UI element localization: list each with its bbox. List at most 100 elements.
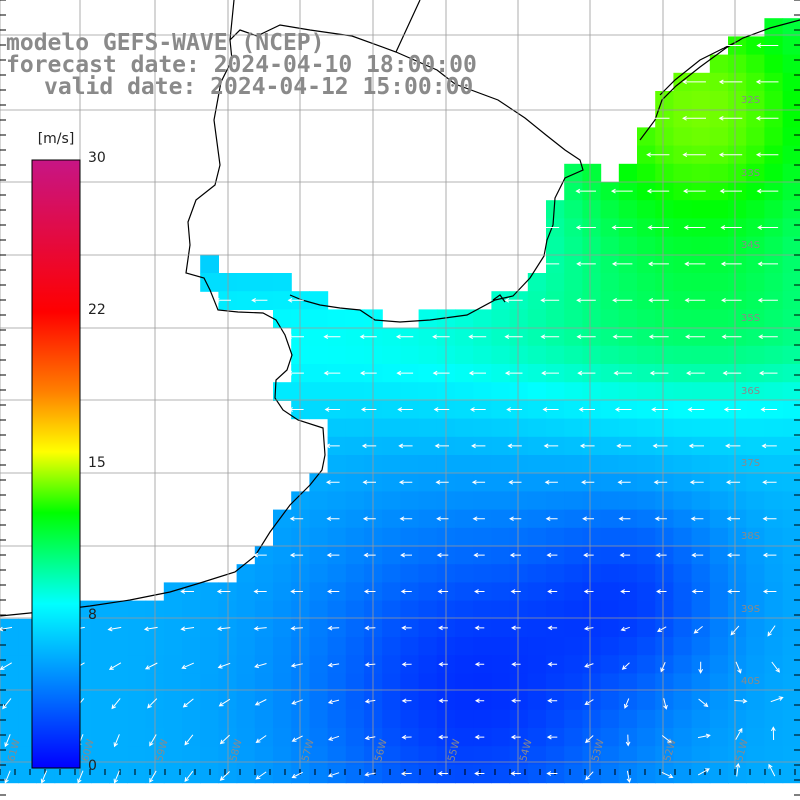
wind-cell bbox=[600, 746, 620, 765]
wind-cell bbox=[418, 600, 438, 620]
wind-cell bbox=[182, 746, 201, 765]
wind-cell bbox=[673, 746, 693, 765]
wind-cell bbox=[764, 200, 784, 219]
wind-arrow bbox=[758, 334, 778, 340]
wind-cell bbox=[582, 564, 602, 583]
wind-arrow bbox=[647, 225, 669, 230]
wind-arrow bbox=[182, 698, 194, 708]
wind-cell bbox=[455, 491, 474, 511]
wind-cell bbox=[673, 764, 693, 784]
wind-cell bbox=[527, 764, 547, 784]
wind-cell bbox=[91, 673, 110, 693]
wind-cell bbox=[527, 564, 547, 583]
wind-arrow bbox=[757, 225, 779, 230]
wind-cell bbox=[418, 400, 438, 420]
wind-cell bbox=[527, 637, 547, 656]
wind-cell bbox=[673, 236, 693, 256]
wind-cell bbox=[637, 364, 656, 383]
wind-arrow bbox=[287, 334, 304, 340]
wind-cell bbox=[709, 382, 729, 401]
wind-arrow bbox=[720, 225, 742, 230]
wind-cell bbox=[618, 418, 638, 438]
wind-cell bbox=[782, 546, 800, 565]
wind-cell bbox=[163, 728, 183, 747]
wind-cell bbox=[382, 728, 401, 747]
wind-cell bbox=[564, 254, 583, 274]
wind-cell bbox=[273, 527, 292, 547]
wind-arrow bbox=[325, 479, 340, 485]
wind-cell bbox=[382, 637, 401, 656]
wind-arrow bbox=[625, 734, 631, 747]
wind-cell bbox=[291, 673, 310, 693]
wind-cell bbox=[546, 709, 565, 729]
wind-cell bbox=[546, 236, 565, 256]
wind-cell bbox=[709, 746, 729, 765]
wind-cell bbox=[473, 600, 492, 620]
wind-cell bbox=[655, 564, 674, 583]
wind-arrow bbox=[288, 407, 304, 412]
wind-cell bbox=[473, 345, 492, 365]
wind-arrow bbox=[471, 443, 486, 449]
wind-cell bbox=[546, 345, 565, 365]
wind-cell bbox=[746, 764, 765, 784]
wind-cell bbox=[455, 746, 474, 765]
wind-arrow bbox=[648, 334, 669, 340]
wind-cell bbox=[345, 673, 365, 693]
wind-cell bbox=[637, 182, 656, 201]
wind-cell bbox=[764, 54, 784, 74]
wind-cell bbox=[546, 273, 565, 292]
wind-cell bbox=[600, 473, 620, 492]
wind-cell bbox=[509, 382, 529, 401]
wind-arrow bbox=[327, 625, 340, 631]
wind-cell bbox=[709, 254, 729, 274]
wind-cell bbox=[491, 327, 511, 347]
wind-cell bbox=[746, 127, 765, 147]
wind-cell bbox=[382, 764, 401, 784]
wind-cell bbox=[345, 764, 365, 784]
wind-cell bbox=[655, 637, 674, 656]
wind-cell bbox=[746, 728, 765, 747]
wind-cell bbox=[709, 145, 729, 165]
wind-arrow bbox=[364, 735, 376, 741]
wind-cell bbox=[527, 273, 547, 292]
wind-cell bbox=[0, 746, 19, 765]
wind-arrow bbox=[254, 699, 267, 706]
wind-arrow bbox=[508, 479, 522, 485]
wind-cell bbox=[637, 709, 656, 729]
wind-arrow bbox=[653, 479, 668, 485]
wind-cell bbox=[273, 546, 292, 565]
wind-cell bbox=[527, 709, 547, 729]
wind-cell bbox=[582, 527, 602, 547]
wind-cell bbox=[600, 728, 620, 747]
wind-cell bbox=[673, 691, 693, 711]
wind-cell bbox=[728, 746, 747, 765]
wind-cell bbox=[637, 728, 656, 747]
wind-cell bbox=[673, 364, 693, 383]
wind-cell bbox=[418, 509, 438, 529]
wind-cell bbox=[746, 637, 765, 656]
wind-cell bbox=[382, 746, 401, 765]
wind-cell bbox=[254, 564, 274, 583]
wind-cell bbox=[127, 618, 147, 638]
wind-cell bbox=[673, 600, 693, 620]
wind-cell bbox=[691, 163, 711, 183]
wind-cell bbox=[782, 691, 800, 711]
wind-arrow bbox=[291, 771, 303, 779]
wind-arrow bbox=[771, 661, 780, 673]
wind-cell bbox=[273, 273, 292, 292]
wind-arrow bbox=[620, 589, 630, 594]
wind-cell bbox=[582, 273, 602, 292]
wind-cell bbox=[273, 655, 292, 674]
wind-cell bbox=[728, 491, 747, 511]
wind-cell bbox=[746, 364, 765, 383]
wind-cell bbox=[600, 418, 620, 438]
colorbar-tick-label: 22 bbox=[88, 302, 106, 318]
wind-cell bbox=[746, 236, 765, 256]
wind-arrow bbox=[511, 698, 521, 704]
wind-cell bbox=[254, 637, 274, 656]
wind-cell bbox=[764, 236, 784, 256]
wind-arrow bbox=[757, 261, 778, 267]
wind-cell bbox=[564, 364, 583, 383]
wind-cell bbox=[455, 764, 474, 784]
wind-cell bbox=[327, 746, 347, 765]
